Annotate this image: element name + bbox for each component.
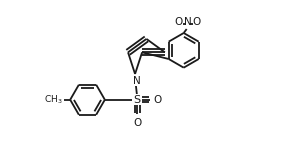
Text: CH$_3$: CH$_3$ [44,93,62,106]
Text: O: O [192,17,201,27]
Text: O: O [175,17,183,27]
Text: O: O [133,118,141,128]
Text: N: N [184,17,191,27]
Text: O: O [153,95,161,105]
Text: S: S [133,95,141,105]
Text: N: N [133,76,140,86]
